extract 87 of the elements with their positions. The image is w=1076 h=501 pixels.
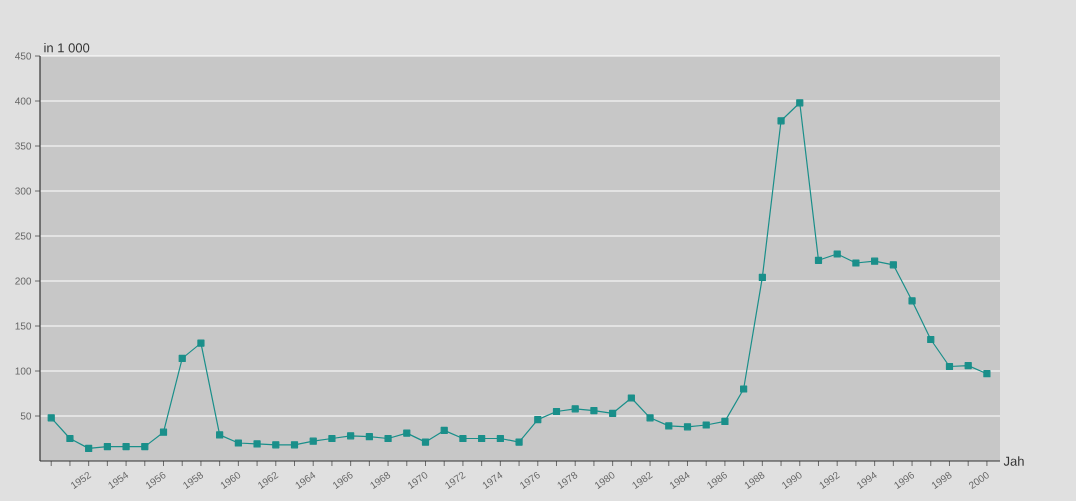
point <box>777 117 785 125</box>
x-tick-label: 1998 <box>931 472 952 489</box>
point <box>646 414 654 422</box>
point <box>347 432 355 440</box>
point <box>833 250 841 258</box>
point <box>740 385 748 393</box>
x-tick-label: 1994 <box>857 471 877 489</box>
x-tick-label: 1996 <box>894 471 915 489</box>
point <box>889 261 897 269</box>
x-tick-label: 1968 <box>370 472 391 489</box>
point <box>852 259 860 267</box>
point <box>534 416 542 424</box>
point <box>328 434 336 443</box>
point <box>796 99 804 107</box>
x-tick-label: 1952 <box>71 471 92 489</box>
point <box>814 256 823 264</box>
point <box>964 362 972 370</box>
point <box>421 438 430 446</box>
x-tick-label: 1962 <box>258 471 279 489</box>
y-axis-title: in 1 000 <box>44 42 90 53</box>
y-tick-label: 100 <box>15 367 32 375</box>
point <box>627 394 635 402</box>
point <box>234 439 242 447</box>
x-tick-label: 1982 <box>632 471 653 489</box>
y-tick-label: 50 <box>20 412 32 420</box>
point <box>272 441 280 449</box>
x-tick-label: 1992 <box>819 471 840 489</box>
point <box>459 434 467 443</box>
point <box>47 414 55 422</box>
point <box>908 297 916 305</box>
point <box>403 429 411 437</box>
x-tick-label: 1954 <box>108 471 129 489</box>
point <box>721 417 729 425</box>
x-tick-label: 1964 <box>295 471 316 489</box>
point <box>253 440 261 448</box>
point <box>702 421 710 429</box>
x-tick-label: 1966 <box>333 471 353 489</box>
x-tick-label: 1976 <box>520 471 540 489</box>
point <box>66 434 74 443</box>
point <box>141 443 149 451</box>
y-tick-label: 200 <box>15 277 32 285</box>
x-tick-label: 1974 <box>482 471 503 489</box>
y-tick-label: 250 <box>15 232 32 240</box>
point <box>440 426 448 434</box>
x-tick-label: 1972 <box>445 471 466 489</box>
x-axis-title: Jah <box>1003 456 1024 466</box>
x-tick-label: 1978 <box>557 472 578 489</box>
point <box>85 444 93 452</box>
y-tick-label: 450 <box>15 52 32 60</box>
point <box>216 431 224 439</box>
point <box>609 409 617 417</box>
point <box>552 407 561 416</box>
point <box>197 339 205 347</box>
x-tick-label: 1980 <box>595 472 615 489</box>
point <box>122 443 130 451</box>
point <box>178 354 186 362</box>
x-tick-label: 1988 <box>744 472 765 489</box>
point <box>590 407 598 415</box>
point <box>309 437 317 445</box>
point <box>515 438 523 446</box>
x-tick-label: 1958 <box>183 472 204 489</box>
y-tick-label: 350 <box>15 142 32 150</box>
x-tick-label: 2000 <box>969 472 989 490</box>
point <box>384 434 392 443</box>
y-tick-label: 150 <box>15 322 32 330</box>
y-tick-label: 300 <box>15 187 32 195</box>
point <box>945 362 954 371</box>
x-tick-label: 1956 <box>145 471 166 489</box>
point <box>496 434 504 443</box>
y-tick-label: 400 <box>15 97 32 105</box>
point <box>983 370 991 378</box>
point <box>571 405 579 413</box>
point <box>159 428 168 436</box>
point <box>103 443 111 451</box>
x-tick-label: 1970 <box>407 472 428 489</box>
point <box>290 441 299 449</box>
point <box>683 423 692 431</box>
x-tick-label: 1986 <box>707 471 727 489</box>
point <box>365 433 373 441</box>
x-tick-label: 1990 <box>782 472 802 489</box>
x-tick-label: 1984 <box>669 471 690 489</box>
point <box>927 335 935 344</box>
point <box>758 273 766 281</box>
point <box>665 422 673 430</box>
point <box>871 257 879 265</box>
point <box>478 434 486 443</box>
x-tick-label: 1960 <box>220 472 241 489</box>
